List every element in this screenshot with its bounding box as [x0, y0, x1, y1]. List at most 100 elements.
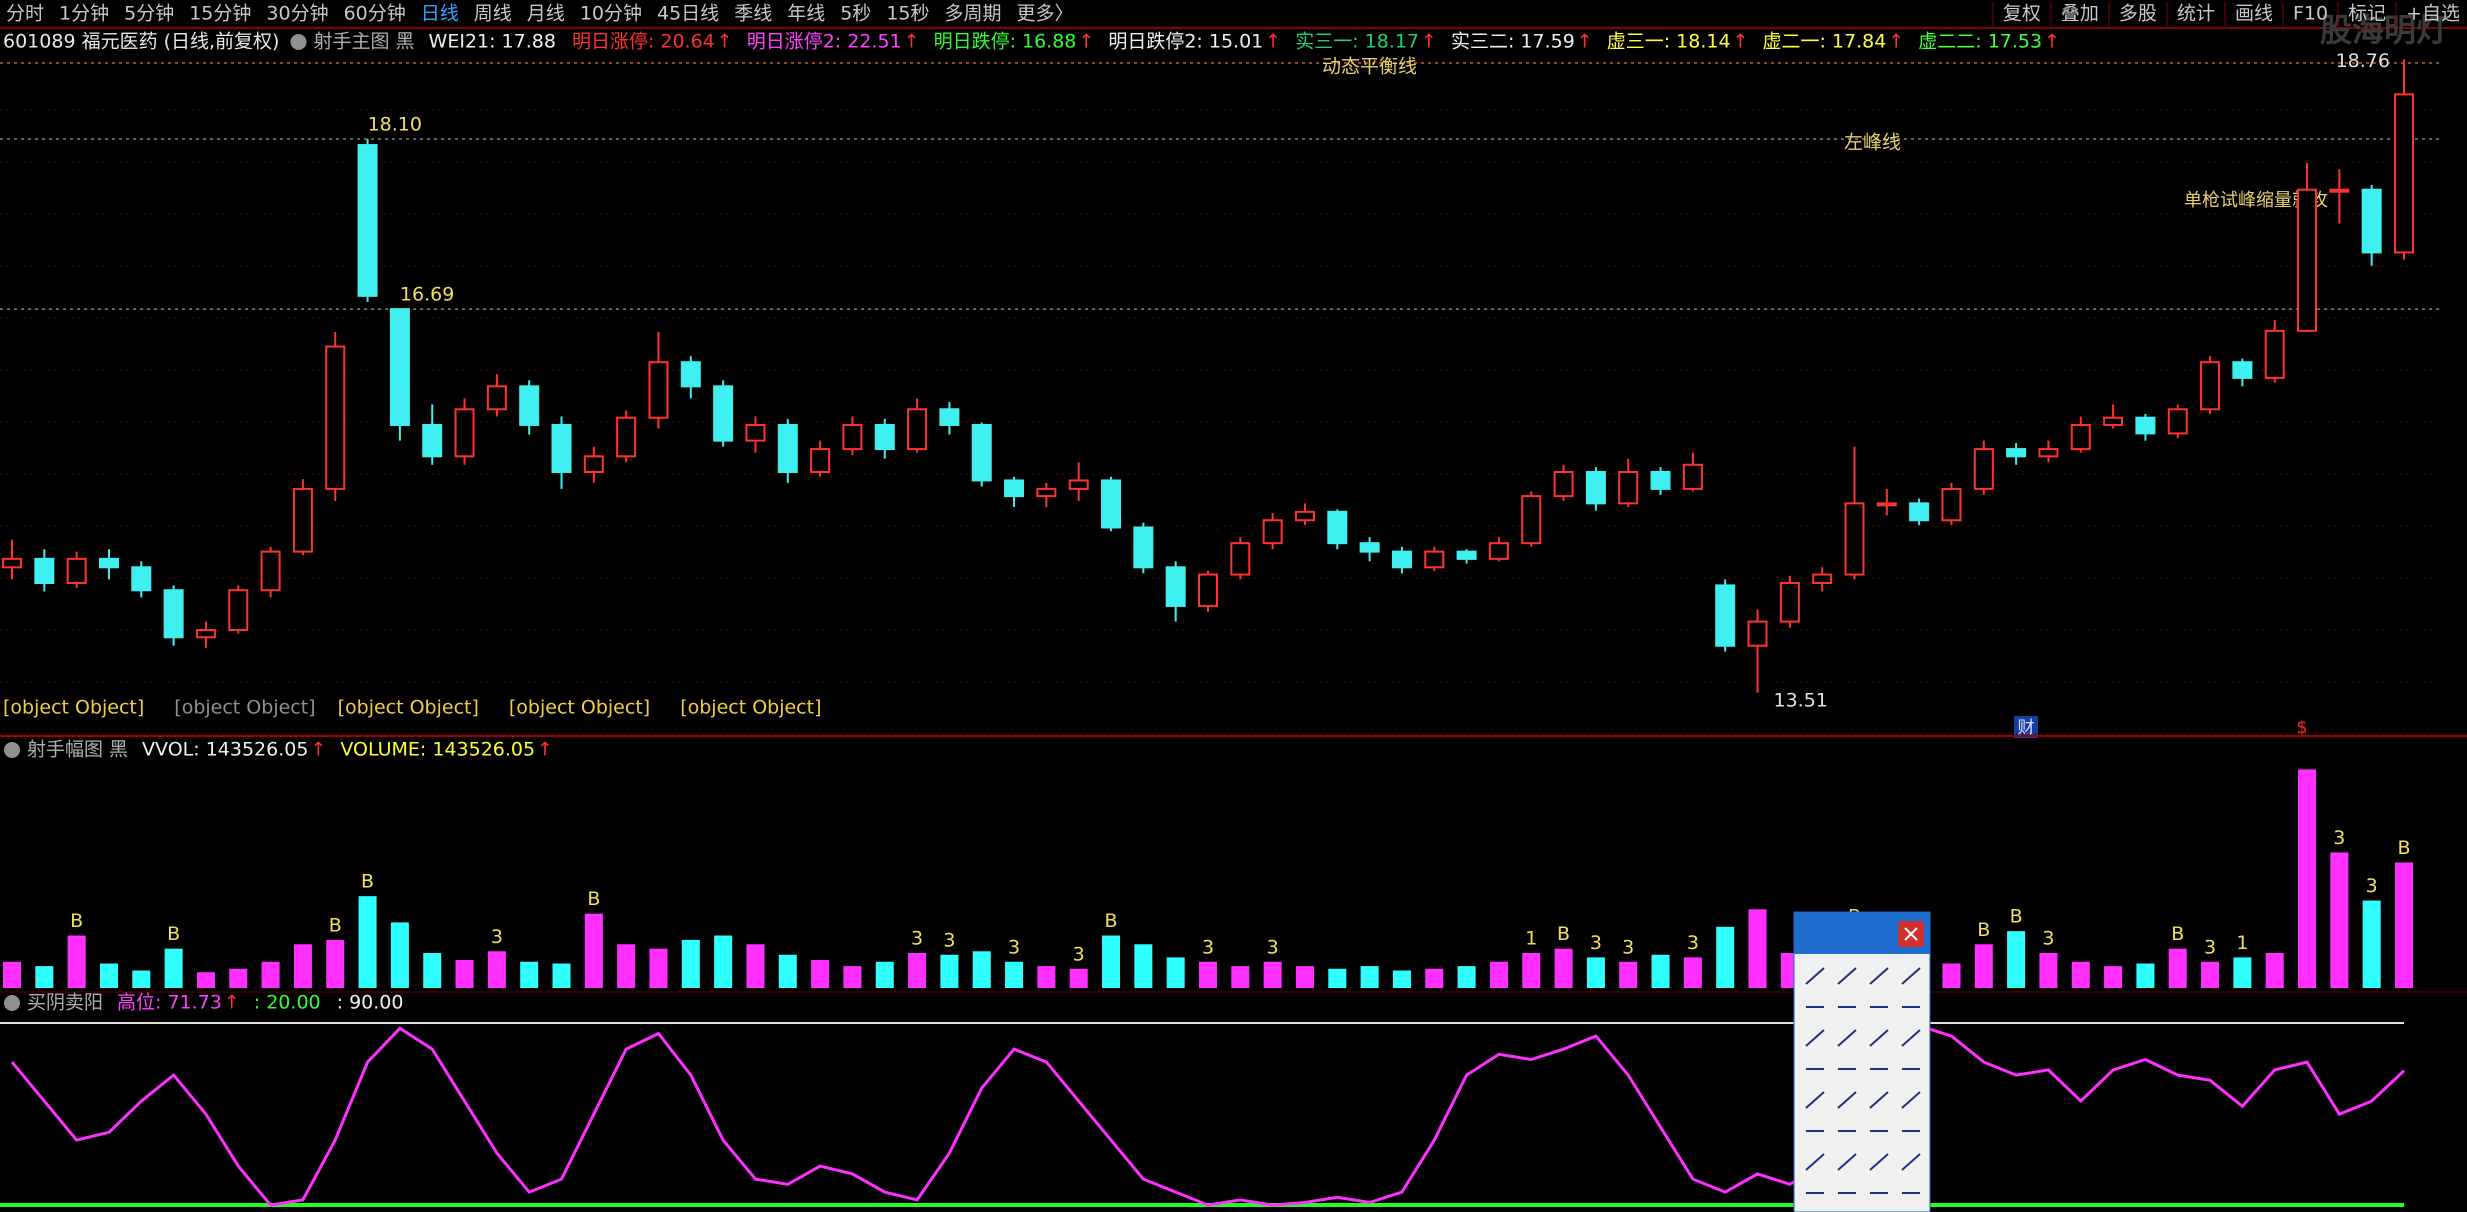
marker-box: [2014, 716, 2038, 738]
toolbar-tab[interactable]: 5分钟: [124, 3, 174, 25]
toolbar-tab[interactable]: 45日线: [657, 3, 719, 25]
volume-signal: B: [2171, 923, 2184, 945]
palette-tool[interactable]: [1901, 1091, 1921, 1109]
sector-tag[interactable]: [object Object]: [3, 697, 144, 719]
dollar-marker[interactable]: $: [2296, 717, 2307, 738]
candle-body: [1391, 550, 1412, 569]
toolbar-tab[interactable]: 多周期: [945, 3, 1002, 25]
palette-tool[interactable]: [1805, 1029, 1825, 1047]
volume-bar: [390, 922, 409, 988]
volume-bar: [1005, 961, 1024, 988]
toolbar-tab[interactable]: 30分钟: [266, 3, 328, 25]
palette-tool[interactable]: [1805, 1153, 1825, 1171]
candle-body: [2200, 361, 2221, 411]
candle-body: [98, 557, 119, 569]
indicator-arrow: ↑: [1577, 31, 1593, 53]
candle-body: [971, 423, 992, 482]
oscillator-line: [10, 1024, 2406, 1207]
candle-body: [616, 416, 637, 458]
volume-bar: [1134, 944, 1153, 988]
price-label: 18.76: [2336, 50, 2390, 72]
toolbar-tab[interactable]: 15分钟: [189, 3, 251, 25]
candle-body: [519, 385, 540, 426]
sector-tag[interactable]: [object Object]: [680, 697, 821, 719]
toolbar-tab[interactable]: 5秒: [840, 3, 871, 25]
indicator-title[interactable]: 买阴卖阳: [27, 992, 103, 1014]
palette-tool[interactable]: [1901, 1029, 1921, 1047]
toolbar-tab[interactable]: 周线: [474, 3, 512, 25]
palette-tool[interactable]: [1837, 967, 1857, 985]
toolbar-tab[interactable]: 分时: [6, 3, 44, 25]
volume-bar: [746, 944, 765, 988]
palette-tool[interactable]: [1869, 1029, 1889, 1047]
palette-tool[interactable]: [1805, 967, 1825, 985]
volume-signal: B: [361, 871, 374, 893]
toolbar-tab[interactable]: 10分钟: [580, 3, 642, 25]
toolbar-button[interactable]: 复权: [2003, 3, 2041, 25]
indicator-arrow: ↑: [717, 31, 733, 53]
price-label: 13.51: [1774, 689, 1828, 711]
candle-body: [551, 423, 572, 474]
toolbar-button[interactable]: 统计: [2177, 3, 2215, 25]
toolbar-button[interactable]: 标记: [2348, 3, 2386, 25]
volume-bar: [2039, 953, 2058, 988]
palette-tool[interactable]: [1869, 1153, 1889, 1171]
palette-close-x[interactable]: [1904, 927, 1918, 941]
palette-tool[interactable]: [1837, 1153, 1857, 1171]
collapse-icon[interactable]: [4, 742, 20, 758]
toolbar-tab[interactable]: 1分钟: [59, 3, 109, 25]
palette-tool[interactable]: [1837, 1029, 1857, 1047]
palette-tool[interactable]: [1901, 967, 1921, 985]
candle-body: [1294, 510, 1315, 522]
toolbar-tab[interactable]: 15秒: [886, 3, 929, 25]
candle-body: [1456, 550, 1477, 560]
indicator-value: 明日跌停2: 15.01: [1108, 31, 1263, 53]
indicator-title[interactable]: 射手幅图 黑: [27, 739, 128, 761]
toolbar-button[interactable]: 多股: [2119, 3, 2157, 25]
sector-tag[interactable]: [object Object]: [509, 697, 650, 719]
sector-tag[interactable]: [object Object]: [174, 697, 315, 719]
toolbar-tab[interactable]: 年线: [787, 3, 825, 25]
candle-body: [131, 566, 152, 592]
candle-body: [2103, 416, 2124, 426]
toolbar-button[interactable]: 叠加: [2061, 3, 2099, 25]
candle-body: [1359, 542, 1380, 553]
toolbar-tab[interactable]: 60分钟: [344, 3, 406, 25]
toolbar-tab[interactable]: 季线: [734, 3, 772, 25]
palette-tool[interactable]: [1869, 967, 1889, 985]
indicator-value: 高位: 71.73: [117, 992, 222, 1014]
palette-tool[interactable]: [1901, 1153, 1921, 1171]
volume-bar: [2233, 957, 2252, 988]
candle-body: [260, 550, 281, 592]
sector-tag[interactable]: [object Object]: [338, 697, 479, 719]
indicator-value: WEI21: 17.88: [429, 31, 556, 53]
candle-body: [1844, 502, 1865, 576]
candle-body: [1036, 487, 1057, 498]
volume-bar: [99, 963, 118, 988]
indicator-value: VOLUME: 143526.05: [340, 739, 535, 761]
candle-body: [1101, 479, 1122, 529]
candle-body: [1133, 526, 1154, 569]
toolbar-tab[interactable]: 月线: [527, 3, 565, 25]
finance-marker[interactable]: 财: [2018, 718, 2035, 738]
toolbar-button[interactable]: +自选: [2406, 3, 2460, 25]
toolbar-tab[interactable]: 日线: [421, 3, 459, 25]
candle-body: [292, 487, 313, 553]
toolbar-button[interactable]: F10: [2293, 3, 2328, 25]
palette: [1793, 911, 1931, 1212]
indicator-arrow: ↑: [904, 31, 920, 53]
collapse-icon[interactable]: [4, 995, 20, 1011]
candle-body: [1488, 542, 1509, 560]
toolbar-tab[interactable]: 更多〉: [1017, 3, 1074, 25]
price-label: 16.69: [400, 284, 454, 306]
volume-signal: 3: [1202, 936, 1214, 958]
candle-body: [66, 557, 87, 584]
palette-tool[interactable]: [1805, 1091, 1825, 1109]
candle-body: [2232, 361, 2253, 379]
indicator-title[interactable]: 射手主图 黑: [313, 31, 414, 53]
toolbar-button[interactable]: 画线: [2235, 3, 2273, 25]
palette-tool[interactable]: [1869, 1091, 1889, 1109]
collapse-icon[interactable]: [290, 34, 307, 50]
palette-tool[interactable]: [1837, 1091, 1857, 1109]
candle-body: [583, 455, 604, 474]
